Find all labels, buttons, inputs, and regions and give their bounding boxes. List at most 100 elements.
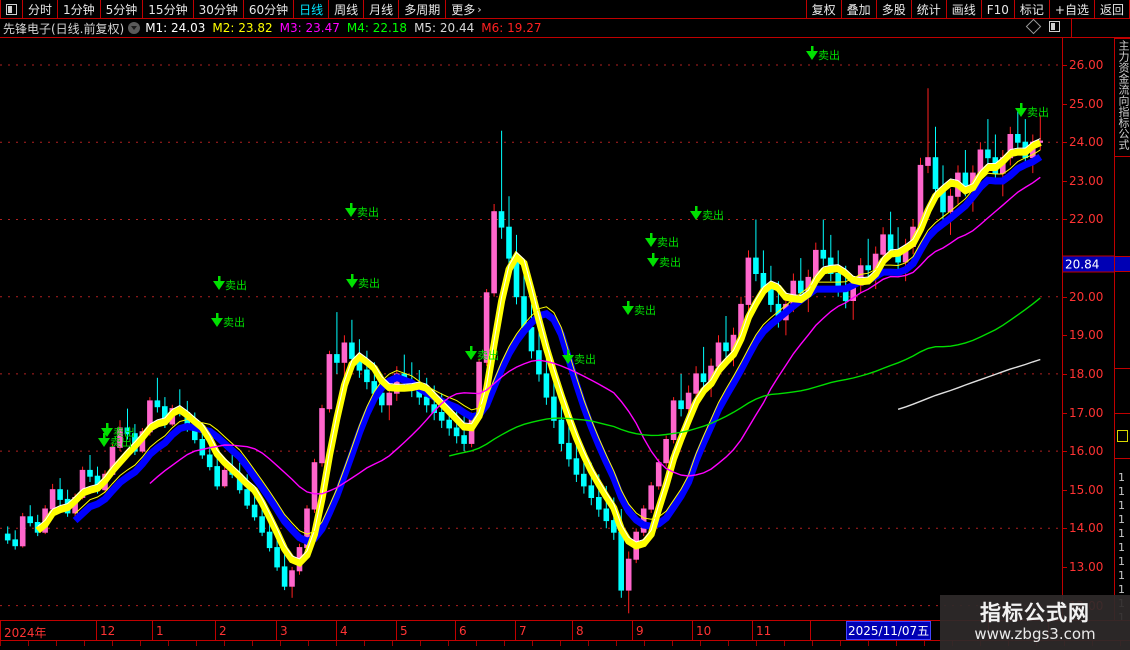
sell-signal-marker: 卖出 bbox=[647, 253, 681, 269]
sell-signal-marker: 卖出 bbox=[465, 346, 499, 362]
period-tab-5[interactable]: 60分钟 bbox=[244, 0, 295, 19]
period-tab-3[interactable]: 15分钟 bbox=[143, 0, 194, 19]
period-label: 日线 bbox=[299, 2, 324, 17]
date-axis-separator bbox=[810, 621, 811, 641]
drawing-button[interactable]: 画线 bbox=[947, 0, 982, 19]
date-axis-minor-tick bbox=[840, 641, 841, 646]
date-axis-tick-label: 11 bbox=[756, 624, 772, 638]
button-label: 叠加 bbox=[846, 2, 871, 17]
header-divider bbox=[1071, 19, 1072, 37]
sell-signal-marker: 卖出 bbox=[806, 46, 840, 62]
indicator-m5-value: 20.44 bbox=[439, 21, 475, 35]
button-label: 标记 bbox=[1019, 2, 1044, 17]
date-axis-minor-tick bbox=[728, 641, 729, 646]
period-label: 1分钟 bbox=[63, 2, 95, 17]
indicator-m3-value: 23.47 bbox=[305, 21, 340, 35]
sell-signal-marker: 卖出 bbox=[213, 276, 247, 292]
period-tab-more[interactable]: 更多 › bbox=[446, 0, 486, 19]
indicator-m6: M6: 19.27 bbox=[481, 21, 542, 35]
period-label: 多周期 bbox=[404, 2, 441, 17]
period-tab-7[interactable]: 周线 bbox=[329, 0, 365, 19]
button-label: 返回 bbox=[1099, 2, 1124, 17]
panel-layout-button[interactable] bbox=[0, 0, 23, 19]
date-axis-tick-label: 7 bbox=[519, 624, 527, 638]
right-strip-digit: 1 bbox=[1118, 569, 1125, 582]
date-axis-minor-tick bbox=[252, 641, 253, 646]
sell-signal-marker: 卖出 bbox=[346, 274, 380, 290]
chevron-down-circle-icon[interactable] bbox=[128, 22, 141, 34]
date-axis-minor-tick bbox=[448, 641, 449, 646]
date-axis-minor-tick bbox=[616, 641, 617, 646]
date-axis-minor-tick bbox=[476, 641, 477, 646]
sell-signal-label: 卖出 bbox=[574, 352, 596, 366]
date-axis-inner: 2024年 12 1 2 3 4 5 6 7 8 9 10 11 2025/11/07五 bbox=[0, 621, 1130, 641]
date-axis-tick-label: 9 bbox=[636, 624, 644, 638]
date-axis-separator bbox=[692, 621, 693, 641]
sell-signal-label: 卖出 bbox=[657, 235, 679, 249]
date-axis-separator bbox=[396, 621, 397, 641]
button-label: 统计 bbox=[916, 2, 941, 17]
button-label: F10 bbox=[986, 2, 1009, 17]
date-axis-minor-tick bbox=[896, 641, 897, 646]
period-tab-8[interactable]: 月线 bbox=[364, 0, 400, 19]
sell-signal-label: 卖出 bbox=[223, 315, 245, 329]
period-tab-2[interactable]: 5分钟 bbox=[101, 0, 144, 19]
date-axis-minor-tick bbox=[308, 641, 309, 646]
period-tab-0[interactable]: 分时 bbox=[23, 0, 59, 19]
sell-signal-label: 卖出 bbox=[225, 278, 247, 292]
price-axis-tick-label: 23.00 bbox=[1069, 173, 1104, 188]
date-axis-minor-tick bbox=[504, 641, 505, 646]
sell-signal-marker: 卖出 bbox=[345, 203, 379, 219]
right-strip-divider bbox=[1115, 156, 1130, 157]
price-axis-tick-label: 16.00 bbox=[1069, 444, 1104, 459]
date-axis-minor-tick bbox=[168, 641, 169, 646]
right-strip-digit: 1 bbox=[1118, 583, 1125, 596]
date-axis-tick-label: 12 bbox=[100, 624, 116, 638]
date-axis-minor-tick bbox=[812, 641, 813, 646]
period-tab-9[interactable]: 多周期 bbox=[399, 0, 447, 19]
date-axis[interactable]: 2024年 12 1 2 3 4 5 6 7 8 9 10 11 2025/11/07五 bbox=[0, 620, 1130, 650]
watermark: 指标公式网 www.zbgs3.com bbox=[940, 595, 1130, 650]
date-axis-separator bbox=[455, 621, 456, 641]
price-axis[interactable]: 26.00 25.00 24.00 23.00 22.00 20.00 19.00 18.00… bbox=[1062, 37, 1115, 620]
panel-toggle-icon[interactable] bbox=[1049, 21, 1060, 32]
date-axis-minor-tick bbox=[0, 641, 1, 646]
add-favorite-button[interactable]: +自选 bbox=[1050, 0, 1095, 19]
watermark-url: www.zbgs3.com bbox=[974, 624, 1096, 643]
date-axis-minor-tick bbox=[924, 641, 925, 646]
sell-signal-label: 卖出 bbox=[659, 255, 681, 269]
price-axis-tick-label: 22.00 bbox=[1069, 212, 1104, 227]
period-tab-1[interactable]: 1分钟 bbox=[58, 0, 101, 19]
multi-stock-button[interactable]: 多股 bbox=[877, 0, 912, 19]
date-axis-separator bbox=[96, 621, 97, 641]
price-axis-tick-mark bbox=[1063, 335, 1067, 337]
mark-button[interactable]: 标记 bbox=[1015, 0, 1050, 19]
right-side-strip[interactable]: 主力资金流向指标公式 11111111111 bbox=[1114, 37, 1130, 620]
f10-button[interactable]: F10 bbox=[982, 0, 1015, 19]
overlay-button[interactable]: 叠加 bbox=[842, 0, 877, 19]
date-axis-minor-tick bbox=[700, 641, 701, 646]
stock-info-bar: 先锋电子(日线.前复权) M1: 24.03 M2: 23.82 M3: 23.… bbox=[0, 19, 1130, 37]
right-strip-divider bbox=[1115, 413, 1130, 414]
right-strip-digit: 1 bbox=[1118, 555, 1125, 568]
right-strip-digit: 1 bbox=[1118, 527, 1125, 540]
price-axis-tick-mark bbox=[1063, 65, 1067, 67]
indicator-m4: M4: 22.18 bbox=[346, 21, 408, 35]
adjust-price-button[interactable]: 复权 bbox=[805, 0, 842, 19]
right-strip-divider bbox=[1115, 38, 1130, 39]
period-tab-4[interactable]: 30分钟 bbox=[194, 0, 244, 19]
sell-signal-label: 卖出 bbox=[818, 48, 840, 62]
price-axis-tick-mark bbox=[1063, 412, 1067, 414]
price-chart-plot[interactable]: 卖出 卖出 卖出 卖出 卖出 卖出 卖出 卖出 卖出 卖出 卖出 卖出 卖出 卖出 bbox=[0, 37, 1062, 620]
sell-signal-label: 卖出 bbox=[113, 425, 135, 439]
sell-signal-label: 卖出 bbox=[477, 348, 499, 362]
right-strip-highlight bbox=[1115, 256, 1130, 273]
statistics-button[interactable]: 统计 bbox=[912, 0, 947, 19]
period-tab-daily[interactable]: 日线 bbox=[294, 0, 330, 19]
diamond-icon[interactable] bbox=[1025, 18, 1042, 35]
period-label: 月线 bbox=[369, 2, 394, 17]
date-axis-separator bbox=[152, 621, 153, 641]
back-button[interactable]: 返回 bbox=[1095, 0, 1130, 19]
price-axis-tick-mark bbox=[1063, 180, 1067, 182]
